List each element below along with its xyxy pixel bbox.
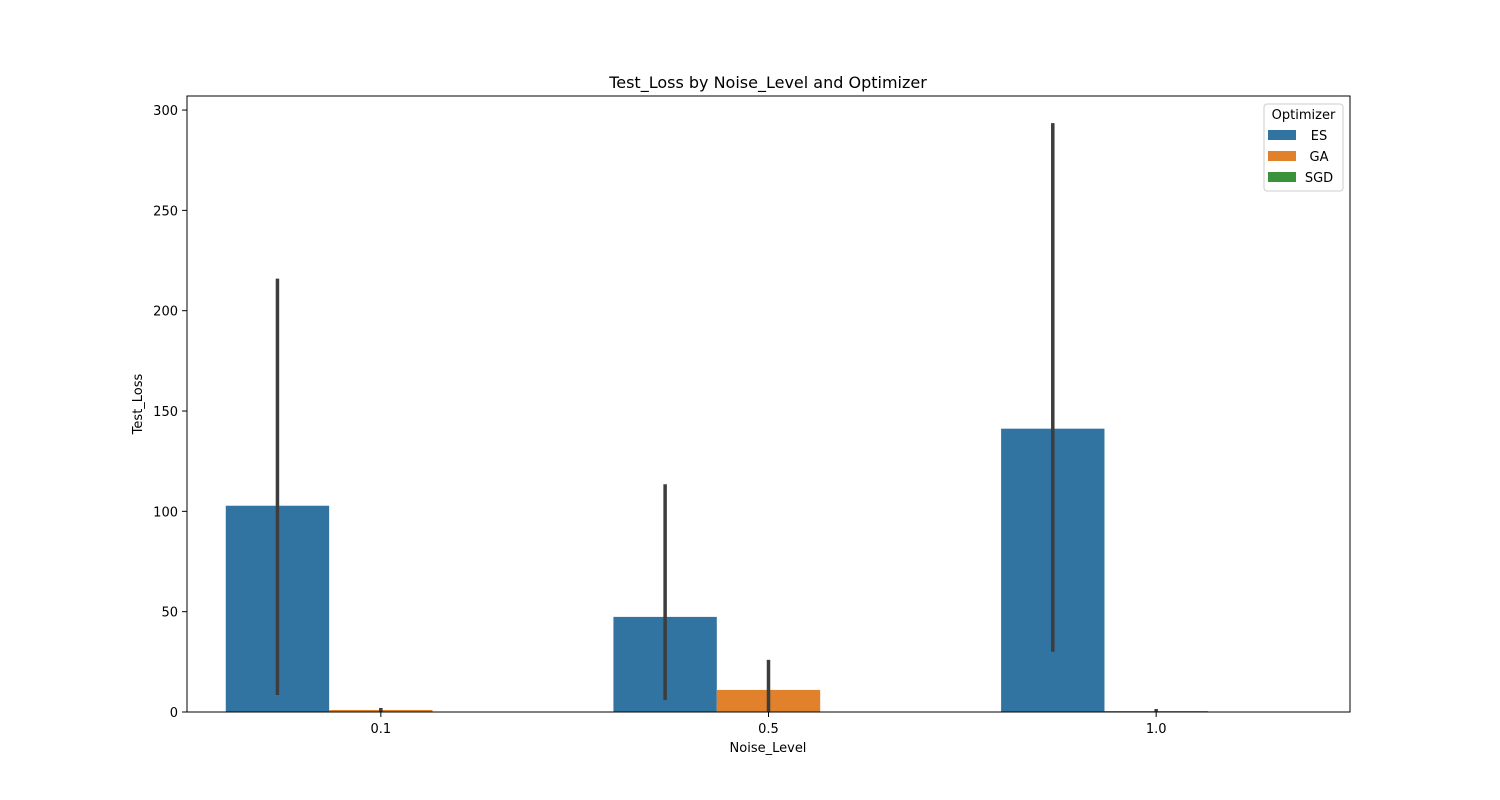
y-tick-label: 250 — [153, 204, 178, 219]
legend: Optimizer ES GA SGD — [1263, 103, 1344, 192]
y-tick-label: 300 — [153, 104, 178, 119]
x-tick-label: 0.1 — [370, 722, 391, 737]
legend-title: Optimizer — [1272, 108, 1336, 123]
y-tick-label: 100 — [153, 505, 178, 520]
legend-label-es: ES — [1311, 129, 1327, 144]
y-tick-label: 200 — [153, 305, 178, 320]
legend-swatch-es — [1268, 130, 1296, 140]
x-tick-label: 0.5 — [758, 722, 779, 737]
x-axis: 0.1 0.5 1.0 — [370, 712, 1167, 737]
legend-box — [1263, 103, 1344, 192]
legend-label-ga: GA — [1310, 150, 1329, 165]
chart-title: Test_Loss by Noise_Level and Optimizer — [608, 73, 927, 93]
y-tick-label: 50 — [161, 606, 178, 621]
x-axis-label: Noise_Level — [730, 741, 807, 756]
y-tick-label: 150 — [153, 405, 178, 420]
y-axis-label: Test_Loss — [131, 373, 146, 435]
x-tick-label: 1.0 — [1146, 722, 1167, 737]
y-tick-label: 0 — [170, 706, 178, 721]
plot-frame — [186, 95, 1351, 713]
plot-area — [186, 95, 1351, 713]
legend-swatch-ga — [1268, 151, 1296, 161]
legend-swatch-sgd — [1268, 172, 1296, 182]
legend-label-sgd: SGD — [1305, 171, 1333, 186]
y-axis: 0 50 100 150 200 250 300 — [153, 104, 187, 721]
